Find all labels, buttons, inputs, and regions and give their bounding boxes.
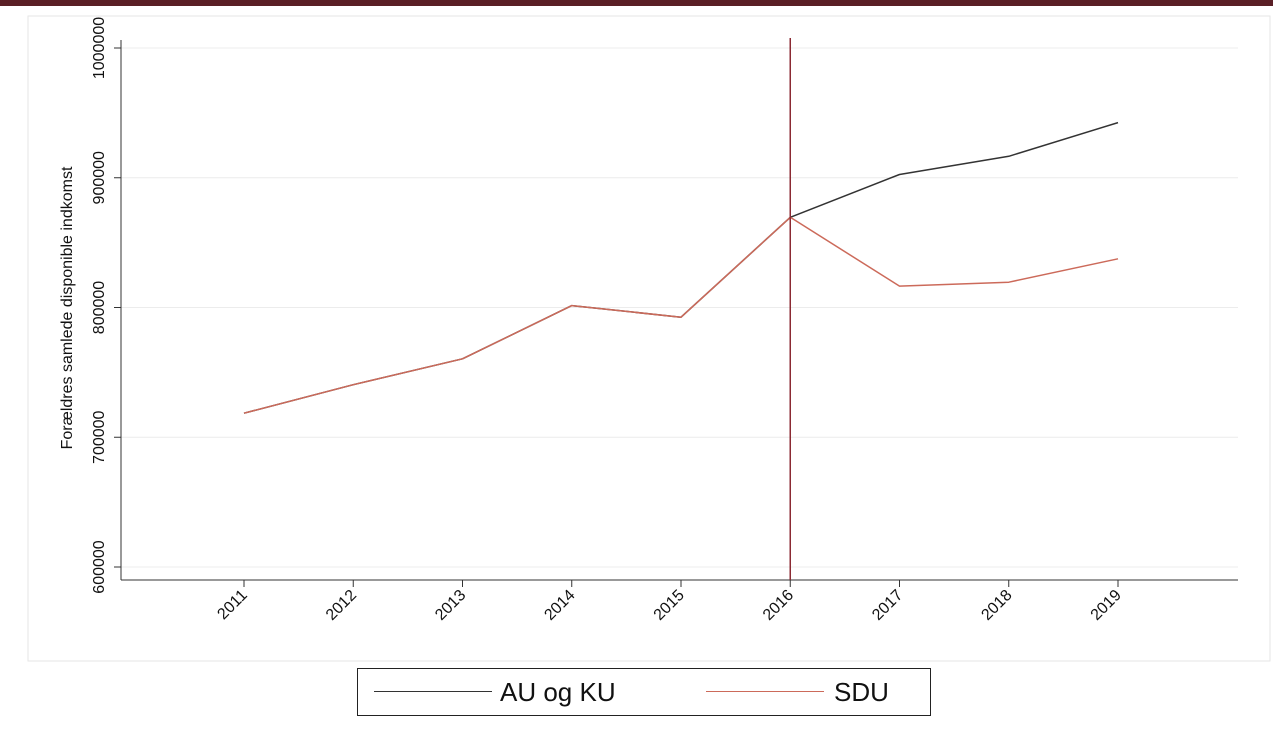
legend: AU og KU SDU xyxy=(357,668,931,716)
series-line-sdu xyxy=(243,216,1119,414)
top-border-bar xyxy=(0,0,1273,6)
x-tick-label-2015: 2015 xyxy=(651,587,688,624)
outer-frame xyxy=(27,15,1271,662)
y-tick-label-800000: 800000 xyxy=(91,281,108,334)
x-tick-label-2016: 2016 xyxy=(760,587,797,624)
y-axis-title: Forældres samlede disponible indkomst xyxy=(59,166,76,449)
legend-swatch-au-og-ku xyxy=(374,691,492,692)
legend-swatch-sdu xyxy=(706,691,824,692)
gridlines xyxy=(121,47,1238,568)
legend-label-au-og-ku: AU og KU xyxy=(500,677,616,707)
y-tick-label-700000: 700000 xyxy=(91,410,108,463)
x-tick-label-2013: 2013 xyxy=(432,587,469,624)
x-tick-label-2011: 2011 xyxy=(214,587,250,623)
legend-label-sdu: SDU xyxy=(834,677,889,707)
y-tick-label-1000000: 1000000 xyxy=(91,17,108,79)
series-line-au-og-ku xyxy=(243,121,1119,414)
y-tick-label-900000: 900000 xyxy=(91,151,108,204)
x-tick-label-2017: 2017 xyxy=(869,587,906,624)
x-tick-label-2012: 2012 xyxy=(323,587,360,624)
y-ticks: 600000 700000 800000 900000 1000000 xyxy=(91,17,121,594)
y-tick-label-600000: 600000 xyxy=(91,540,108,593)
series xyxy=(243,121,1119,414)
x-ticks: 2011 2012 2013 2014 2015 2016 2017 2018 2019 xyxy=(214,580,1125,624)
x-tick-label-2019: 2019 xyxy=(1088,587,1125,624)
axes xyxy=(120,40,1238,581)
x-tick-label-2018: 2018 xyxy=(978,587,1015,624)
x-tick-label-2014: 2014 xyxy=(541,587,578,624)
